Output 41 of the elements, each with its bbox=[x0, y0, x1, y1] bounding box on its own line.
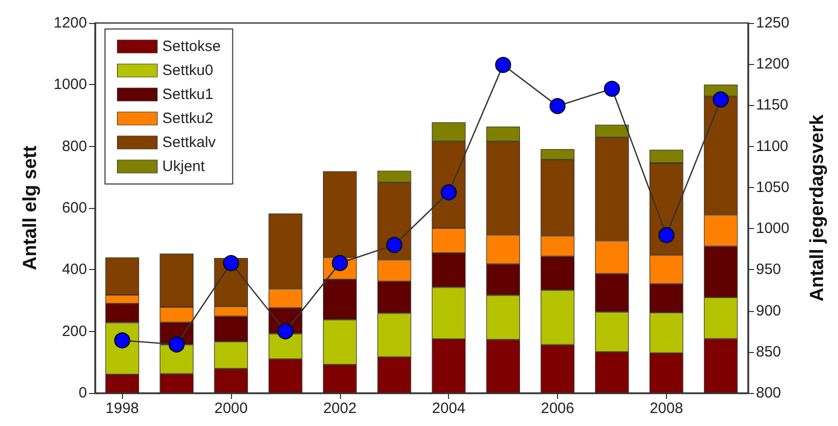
y2-tick-label: 850 bbox=[756, 343, 782, 360]
point bbox=[495, 56, 512, 73]
y-tick-label: 200 bbox=[62, 322, 87, 340]
y-tick-label: 600 bbox=[62, 200, 87, 216]
point bbox=[386, 237, 402, 253]
y2-tick-label: 950 bbox=[756, 261, 782, 278]
y2-tick-label: 1100 bbox=[756, 138, 788, 155]
x-tick-label: 2004 bbox=[432, 400, 466, 417]
y2-tick-label: 1250 bbox=[756, 14, 790, 32]
x-tick-label: 2000 bbox=[214, 400, 248, 417]
point bbox=[550, 98, 566, 114]
y-tick-label: 400 bbox=[62, 261, 87, 278]
y-tick-label: 1200 bbox=[54, 14, 87, 32]
x-tick-label: 1998 bbox=[106, 400, 139, 417]
legend-label: Settku1 bbox=[162, 86, 214, 103]
y2-tick-label: 1050 bbox=[756, 178, 790, 196]
y-tick-label: 0 bbox=[78, 384, 87, 402]
point bbox=[604, 80, 620, 97]
y2-tick-label: 1000 bbox=[756, 220, 790, 238]
legend-label: Settokse bbox=[162, 38, 221, 55]
x-tick-label: 2002 bbox=[323, 400, 357, 417]
y2-tick-label: 1150 bbox=[756, 96, 788, 114]
y2-tick-label: 800 bbox=[756, 384, 782, 402]
legend-label: Settku0 bbox=[162, 62, 214, 79]
point bbox=[658, 227, 674, 244]
point bbox=[223, 255, 240, 272]
x-tick-label: 2006 bbox=[540, 400, 574, 417]
x-tick-label: 2008 bbox=[650, 400, 684, 417]
y2-tick-label: 1200 bbox=[756, 56, 790, 73]
y2-tick-label: 900 bbox=[756, 302, 782, 320]
y-tick-label: 800 bbox=[62, 138, 87, 155]
point bbox=[712, 91, 729, 108]
y-axis-title: Antall elg sett bbox=[20, 145, 41, 270]
point bbox=[440, 184, 457, 200]
legend-label: Settkalv bbox=[162, 134, 216, 151]
y-tick-label: 1000 bbox=[54, 76, 87, 94]
point bbox=[168, 336, 185, 352]
legend-label: Settku2 bbox=[162, 110, 214, 127]
legend-label: Ukjent bbox=[162, 158, 206, 175]
point bbox=[277, 323, 294, 340]
y2-axis-title: Antall jegerdagsverk bbox=[807, 114, 828, 302]
